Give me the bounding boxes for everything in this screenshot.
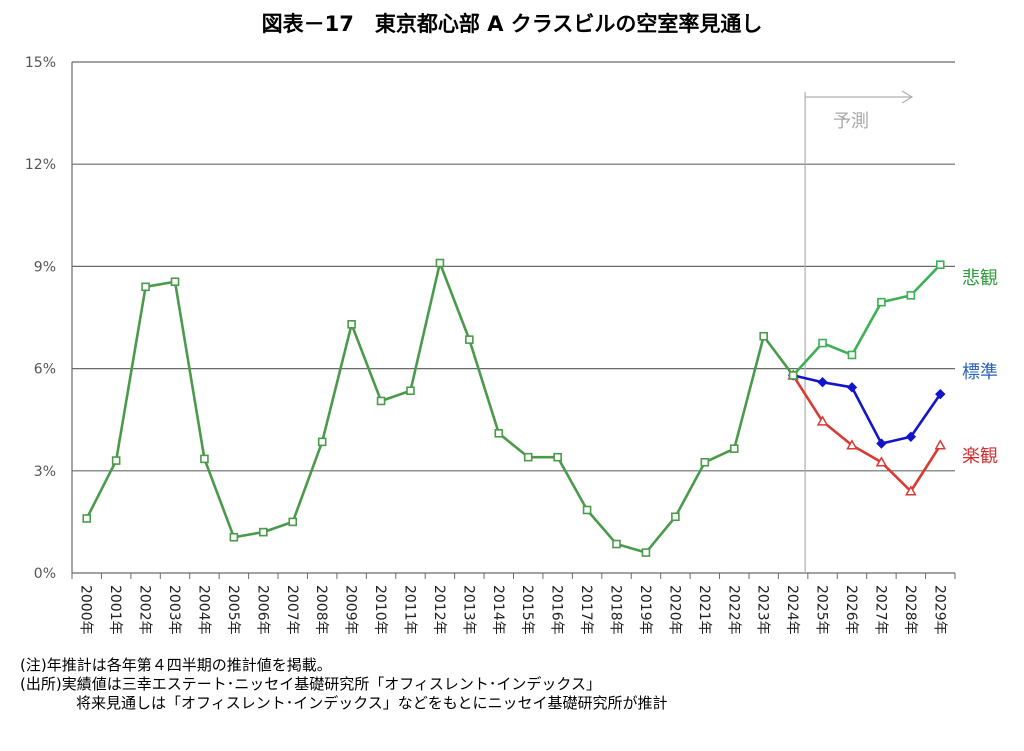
data-point [700,457,710,467]
source-line: (出所)実績値は三幸エステート･ニッセイ基礎研究所「オフィスレント･インデックス… [20,675,601,693]
data-point [905,485,917,496]
y-tick-label: 12% [25,157,56,173]
x-tick-label: 2016年 [549,585,565,635]
x-tick-label: 2004年 [195,585,211,635]
forecast-label: 予測 [833,111,869,132]
data-point [729,444,739,453]
data-point [846,382,858,393]
note-line: (注)年推計は各年第４四半期の推計値を掲載。 [20,656,332,674]
data-point [200,454,209,464]
data-point [906,291,916,300]
x-tick-label: 2021年 [696,585,712,635]
data-point [170,277,180,287]
y-tick-label: 9% [34,259,56,275]
data-point [317,437,327,447]
series-label: 標準 [962,362,998,383]
x-tick-label: 2000年 [78,585,94,635]
x-tick-label: 2002年 [137,585,153,635]
data-point [465,335,474,344]
data-point [671,512,680,522]
x-tick-label: 2025年 [814,585,830,635]
source-line-continued: 将来見通しは「オフィスレント･インデックス」などをもとにニッセイ基礎研究所が推計 [76,694,668,712]
data-point [788,371,798,380]
x-tick-label: 2024年 [784,585,800,635]
x-tick-label: 2017年 [578,585,594,635]
data-point [82,514,92,523]
y-tick-label: 0% [34,566,56,582]
y-tick-label: 15% [25,55,56,71]
x-tick-label: 2012年 [431,585,447,635]
data-point [141,282,150,292]
x-tick-label: 2011年 [401,585,417,635]
data-point [847,350,857,360]
line-chart: 0% 3% 6% 9% 12% 15% 2000年 2001年 2002年 2003年 2004年 2… [25,55,998,635]
x-tick-label: 2001年 [107,585,123,635]
x-tick-label: 2007年 [284,585,300,635]
data-point [582,505,592,515]
x-tick-label: 2029年 [931,585,947,635]
x-tick-label: 2018年 [608,585,624,635]
data-point [876,438,887,449]
data-point [523,452,533,462]
series-line [85,261,795,554]
data-point [935,388,946,400]
data-point [288,517,298,527]
x-tick-label: 2028年 [902,585,918,635]
data-point [612,539,621,549]
chart-title: 図表－17 東京都心部 A クラスビルの空室率見通し [261,12,763,36]
data-point [817,377,828,388]
data-point [641,548,651,557]
x-tick-label: 2005年 [225,585,241,635]
x-tick-label: 2015年 [519,585,535,635]
x-tick-label: 2023年 [755,585,771,635]
data-point [494,429,504,438]
data-point [759,331,768,341]
x-tick-label: 2022年 [725,585,741,635]
series-line [792,263,942,377]
data-point [816,415,829,426]
data-point [934,439,947,450]
data-point [905,431,917,442]
data-point [347,320,356,329]
x-tick-label: 2006年 [254,585,270,635]
series-line [792,374,942,493]
data-point [435,258,445,268]
data-point [406,386,415,396]
series-label: 悲観 [962,268,998,289]
series-line [792,374,942,445]
x-tick-label: 2009年 [343,585,359,635]
data-point [259,527,268,537]
y-tick-label: 3% [34,464,56,480]
x-tick-label: 2019年 [637,585,653,635]
data-point [818,338,827,348]
data-point [877,297,886,307]
chart-notes: (注)年推計は各年第４四半期の推計値を掲載。 (出所)実績値は三幸エステート･ニ… [20,656,667,713]
x-tick-label: 2013年 [460,585,476,635]
forecast-arrow-head [901,90,914,104]
x-tick-label: 2026年 [843,585,859,635]
y-tick-label: 6% [34,362,56,378]
x-tick-label: 2010年 [372,585,388,635]
data-point [111,456,121,465]
x-tick-label: 2027年 [872,585,888,635]
data-point [875,456,888,467]
data-point [846,439,858,450]
data-point [935,260,945,269]
series-label: 楽観 [962,446,998,467]
x-tick-label: 2014年 [490,585,506,635]
data-point [229,532,239,542]
x-tick-label: 2008年 [313,585,329,635]
data-point [376,396,386,406]
x-tick-label: 2003年 [166,585,182,635]
x-tick-label: 2020年 [666,585,682,635]
data-point [553,452,562,462]
